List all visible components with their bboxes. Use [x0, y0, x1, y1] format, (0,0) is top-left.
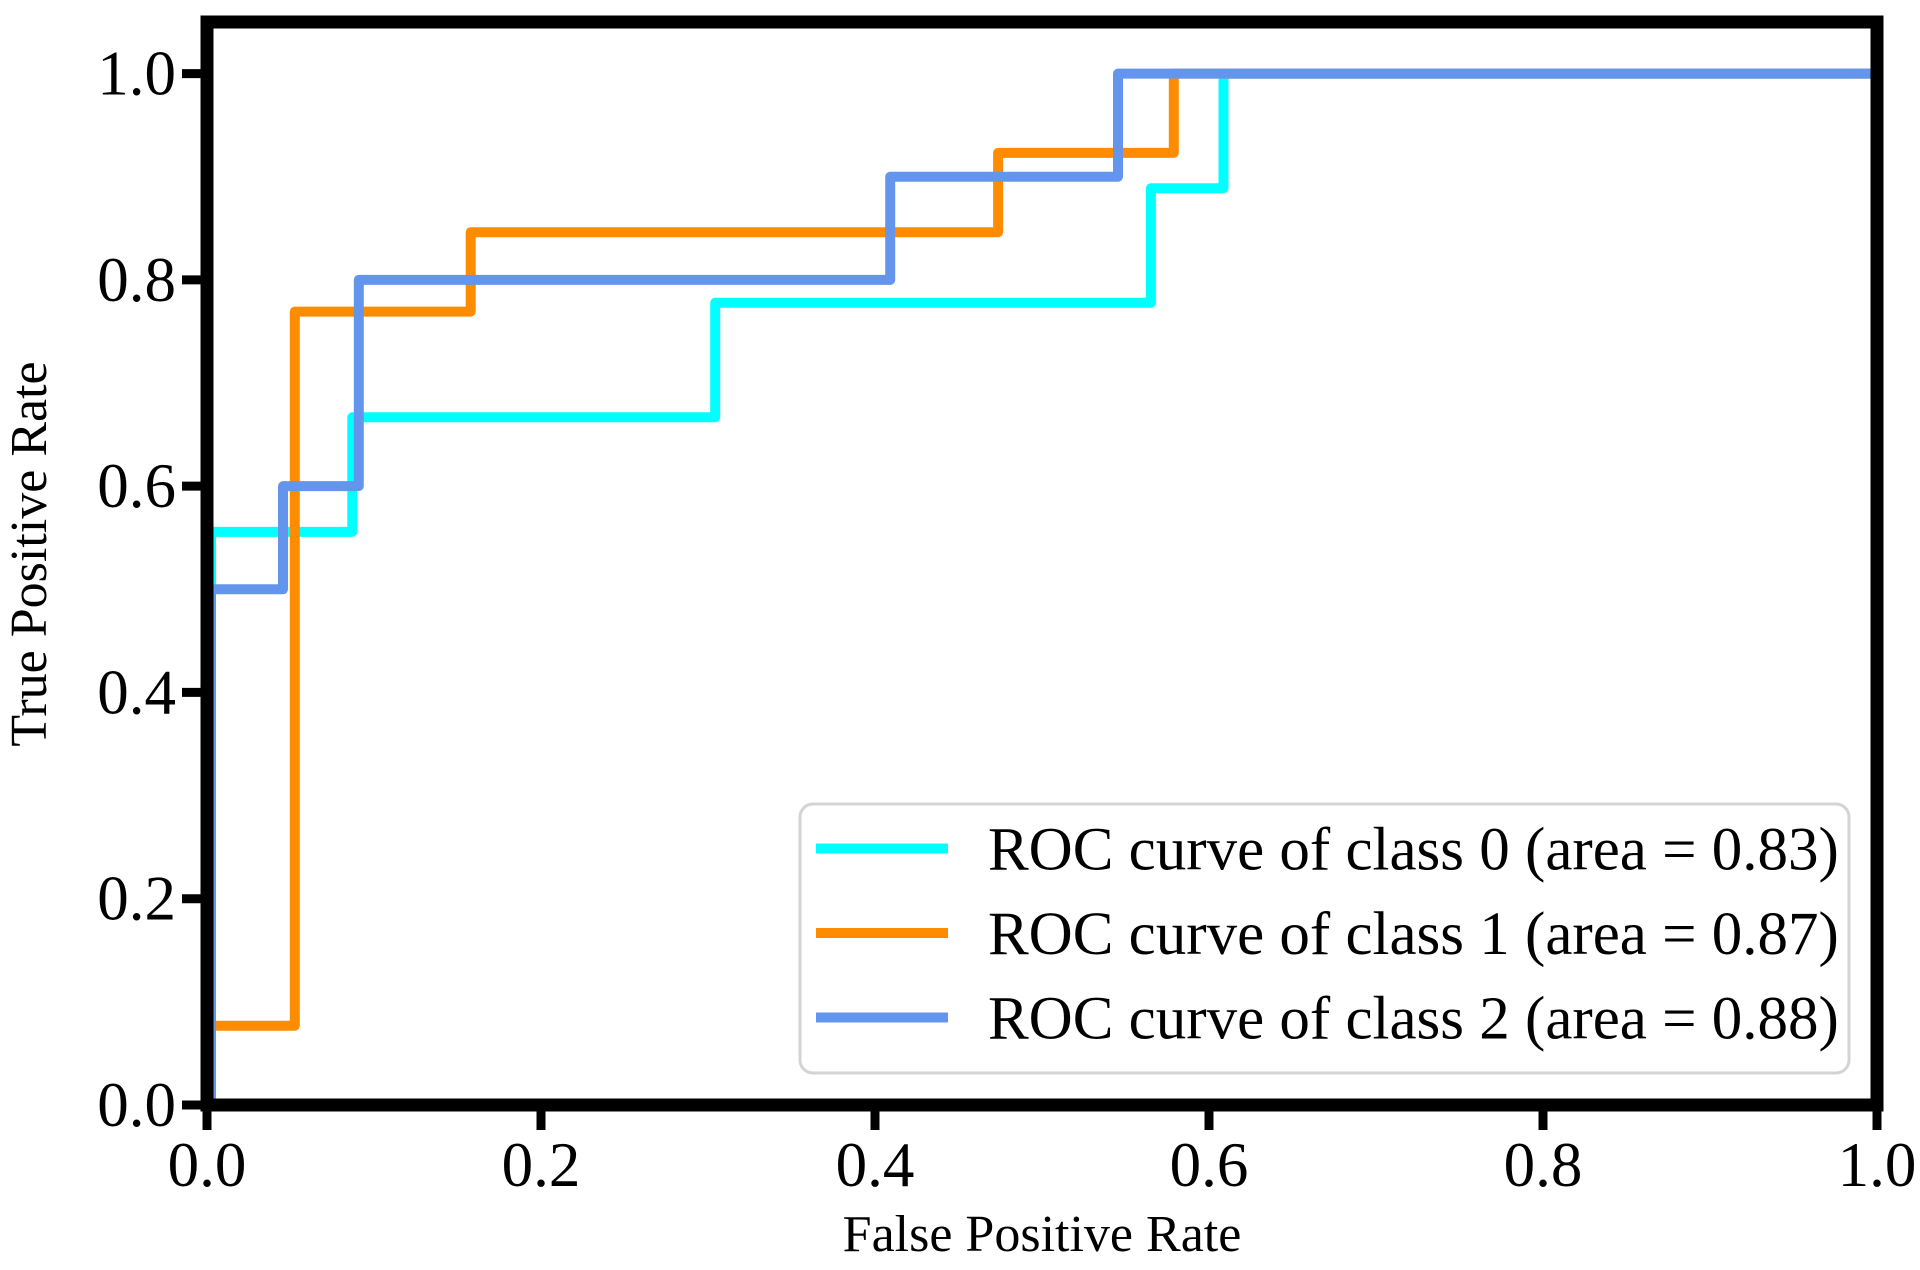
x-tick-label: 0.2: [502, 1130, 581, 1200]
y-tick-label: 0.4: [97, 657, 176, 727]
legend-entry-label: ROC curve of class 0 (area = 0.83): [988, 817, 1839, 884]
roc-curve-class-2: [206, 68, 1877, 1105]
axes-frame: [200, 15, 1884, 1112]
x-tick-label: 1.0: [1838, 1130, 1917, 1200]
y-tick-label: 0.6: [97, 451, 176, 521]
y-tick-label: 0.0: [97, 1070, 176, 1140]
x-tick-label: 0.8: [1504, 1130, 1583, 1200]
roc-curve-class-0: [206, 68, 1877, 1105]
x-tick-label: 0.4: [836, 1130, 915, 1200]
y-tick-label: 1.0: [97, 39, 176, 109]
legend: ROC curve of class 0 (area = 0.83) ROC cu…: [798, 802, 1851, 1075]
legend-box: [798, 802, 1851, 1075]
x-axis-label: False Positive Rate: [843, 1206, 1242, 1263]
y-axis-label: True Positive Rate: [1, 361, 58, 746]
x-tick-label: 0.0: [168, 1130, 247, 1200]
y-tick-label: 0.2: [97, 864, 176, 934]
roc-curve-class-1: [206, 68, 1877, 1105]
y-tick-label: 0.8: [97, 245, 176, 315]
legend-entry-label: ROC curve of class 1 (area = 0.87): [988, 901, 1839, 968]
legend-entry-label: ROC curve of class 2 (area = 0.88): [988, 986, 1839, 1053]
x-tick-label: 0.6: [1170, 1130, 1249, 1200]
